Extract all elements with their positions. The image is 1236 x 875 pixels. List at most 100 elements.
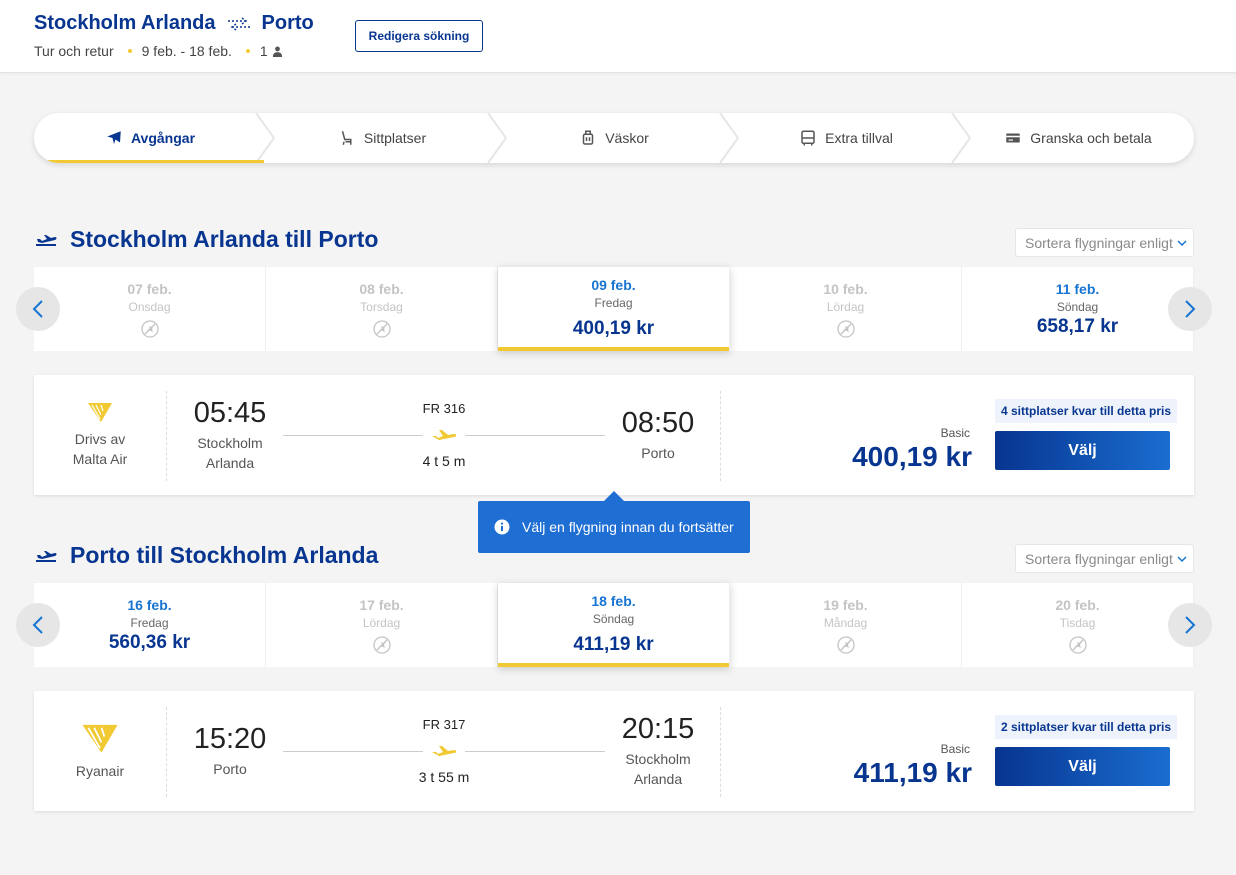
inbound-date-carousel: 16 feb. Fredag 560,36 kr 17 feb. Lördag … xyxy=(16,583,1212,667)
weekday-label: Torsdag xyxy=(360,300,403,314)
flight-duration: 3 t 55 m xyxy=(418,769,470,785)
inbound-sort-dropdown[interactable]: Sortera flygningar enligt xyxy=(1015,544,1194,573)
weekday-label: Tisdag xyxy=(1059,616,1096,630)
edit-search-button[interactable]: Redigera sökning xyxy=(355,20,483,52)
fare-type: Basic xyxy=(940,742,970,756)
trip-dates: 9 feb. - 18 feb. xyxy=(141,43,232,59)
departure-plane-icon xyxy=(36,550,57,562)
destination-label: Porto xyxy=(261,12,314,34)
date-label: 07 feb. xyxy=(127,281,172,297)
flight-number: FR 317 xyxy=(422,717,466,732)
step-review-pay[interactable]: Granska och betala xyxy=(962,113,1194,163)
header: Stockholm Arlanda Porto Tur och retur 9 … xyxy=(0,0,1236,73)
card-icon xyxy=(1006,133,1021,143)
date-label: 10 feb. xyxy=(823,281,868,297)
prev-dates-button[interactable] xyxy=(16,287,60,331)
weekday-label: Onsdag xyxy=(128,300,171,314)
step-separator xyxy=(719,113,740,163)
route-title: Stockholm Arlanda Porto xyxy=(34,12,314,35)
booking-stepper: Avgångar Sittplatser Väskor Extra tillva… xyxy=(34,113,1194,163)
arrival-place: Stockholm Arlanda xyxy=(603,749,713,789)
date-option[interactable]: 10 feb. Lördag xyxy=(730,267,962,351)
date-option[interactable]: 11 feb. Söndag 658,17 kr xyxy=(962,267,1194,351)
trip-summary: Tur och retur 9 feb. - 18 feb. 1 xyxy=(34,43,283,59)
next-dates-button[interactable] xyxy=(1168,603,1212,647)
weekday-label: Lördag xyxy=(826,300,865,314)
date-label: 11 feb. xyxy=(1055,281,1100,297)
inbound-title: Porto till Stockholm Arlanda xyxy=(34,542,378,569)
date-option[interactable]: 07 feb. Onsdag xyxy=(34,267,266,351)
separator-dot xyxy=(245,49,250,53)
date-label: 20 feb. xyxy=(1055,597,1100,613)
flight-plane-icon xyxy=(432,430,457,440)
step-departures[interactable]: Avgångar xyxy=(34,113,276,163)
outbound-title: Stockholm Arlanda till Porto xyxy=(34,226,378,253)
operator-line: Drivs av xyxy=(74,431,126,447)
step-separator xyxy=(255,113,276,163)
date-option-selected[interactable]: 09 feb. Fredag 400,19 kr xyxy=(498,267,730,351)
date-price: 560,36 kr xyxy=(108,632,191,653)
prev-dates-button[interactable] xyxy=(16,603,60,647)
airline-logo-icon xyxy=(82,724,118,753)
date-option[interactable]: 20 feb. Tisdag xyxy=(962,583,1194,667)
luggage-icon xyxy=(582,130,594,145)
step-extras[interactable]: Extra tillval xyxy=(730,113,972,163)
place-line: Arlanda xyxy=(205,455,255,471)
weekday-label: Måndag xyxy=(823,616,868,630)
person-icon xyxy=(272,46,282,57)
outbound-flight-card[interactable]: Drivs av Malta Air 05:45 Stockholm Arlan… xyxy=(34,375,1194,495)
operator-block: Ryanair xyxy=(34,707,167,797)
step-label: Avgångar xyxy=(130,130,196,146)
sort-label: Sortera flygningar enligt xyxy=(1025,550,1173,567)
sort-label: Sortera flygningar enligt xyxy=(1025,234,1173,251)
passenger-count: 1 xyxy=(259,43,268,59)
outbound-sort-dropdown[interactable]: Sortera flygningar enligt xyxy=(1015,228,1194,257)
date-option-selected[interactable]: 18 feb. Söndag 411,19 kr xyxy=(498,583,730,667)
place-line: Arlanda xyxy=(633,771,683,787)
plane-icon xyxy=(107,131,121,144)
arrival-place: Porto xyxy=(603,443,713,463)
date-price: 400,19 kr xyxy=(572,318,655,339)
round-trip-icon xyxy=(227,16,250,31)
weekday-label: Lördag xyxy=(362,616,401,630)
flight-plane-icon xyxy=(432,746,457,756)
step-separator xyxy=(487,113,508,163)
date-option[interactable]: 16 feb. Fredag 560,36 kr xyxy=(34,583,266,667)
date-option[interactable]: 17 feb. Lördag xyxy=(266,583,498,667)
step-label: Sittplatser xyxy=(363,130,427,146)
departure-place: Stockholm Arlanda xyxy=(175,433,285,473)
weekday-label: Fredag xyxy=(594,296,633,310)
route-line xyxy=(465,435,605,436)
chevron-right-icon xyxy=(1185,300,1196,318)
step-bags[interactable]: Väskor xyxy=(498,113,740,163)
weekday-label: Fredag xyxy=(130,616,169,630)
route-line xyxy=(465,751,605,752)
step-seats[interactable]: Sittplatser xyxy=(266,113,508,163)
date-option[interactable]: 19 feb. Måndag xyxy=(730,583,962,667)
chevron-left-icon xyxy=(32,616,43,634)
step-separator xyxy=(951,113,972,163)
inbound-flight-card[interactable]: Ryanair 15:20 Porto FR 317 3 t 55 m 20:1… xyxy=(34,691,1194,811)
origin-label: Stockholm Arlanda xyxy=(34,12,216,34)
no-flight-icon xyxy=(372,320,391,338)
select-flight-button[interactable]: Välj xyxy=(995,431,1170,470)
next-dates-button[interactable] xyxy=(1168,287,1212,331)
route-line xyxy=(283,435,423,436)
date-label: 16 feb. xyxy=(127,597,172,613)
no-flight-icon xyxy=(836,320,855,338)
no-flight-icon xyxy=(1068,636,1087,654)
no-flight-icon xyxy=(140,320,159,338)
departure-time: 05:45 xyxy=(193,397,267,429)
route-line xyxy=(283,751,423,752)
seat-icon xyxy=(341,131,352,145)
select-flight-tooltip: Välj en flygning innan du fortsätter xyxy=(478,491,750,553)
date-label: 17 feb. xyxy=(359,597,404,613)
step-label: Extra tillval xyxy=(825,130,893,146)
outbound-date-carousel: 07 feb. Onsdag 08 feb. Torsdag 09 feb. F… xyxy=(16,267,1212,351)
place-line: Porto xyxy=(641,445,675,461)
select-flight-button[interactable]: Välj xyxy=(995,747,1170,786)
date-option[interactable]: 08 feb. Torsdag xyxy=(266,267,498,351)
card-divider xyxy=(720,707,721,797)
flight-duration: 4 t 5 m xyxy=(422,453,466,469)
arrival-time: 08:50 xyxy=(621,407,695,439)
